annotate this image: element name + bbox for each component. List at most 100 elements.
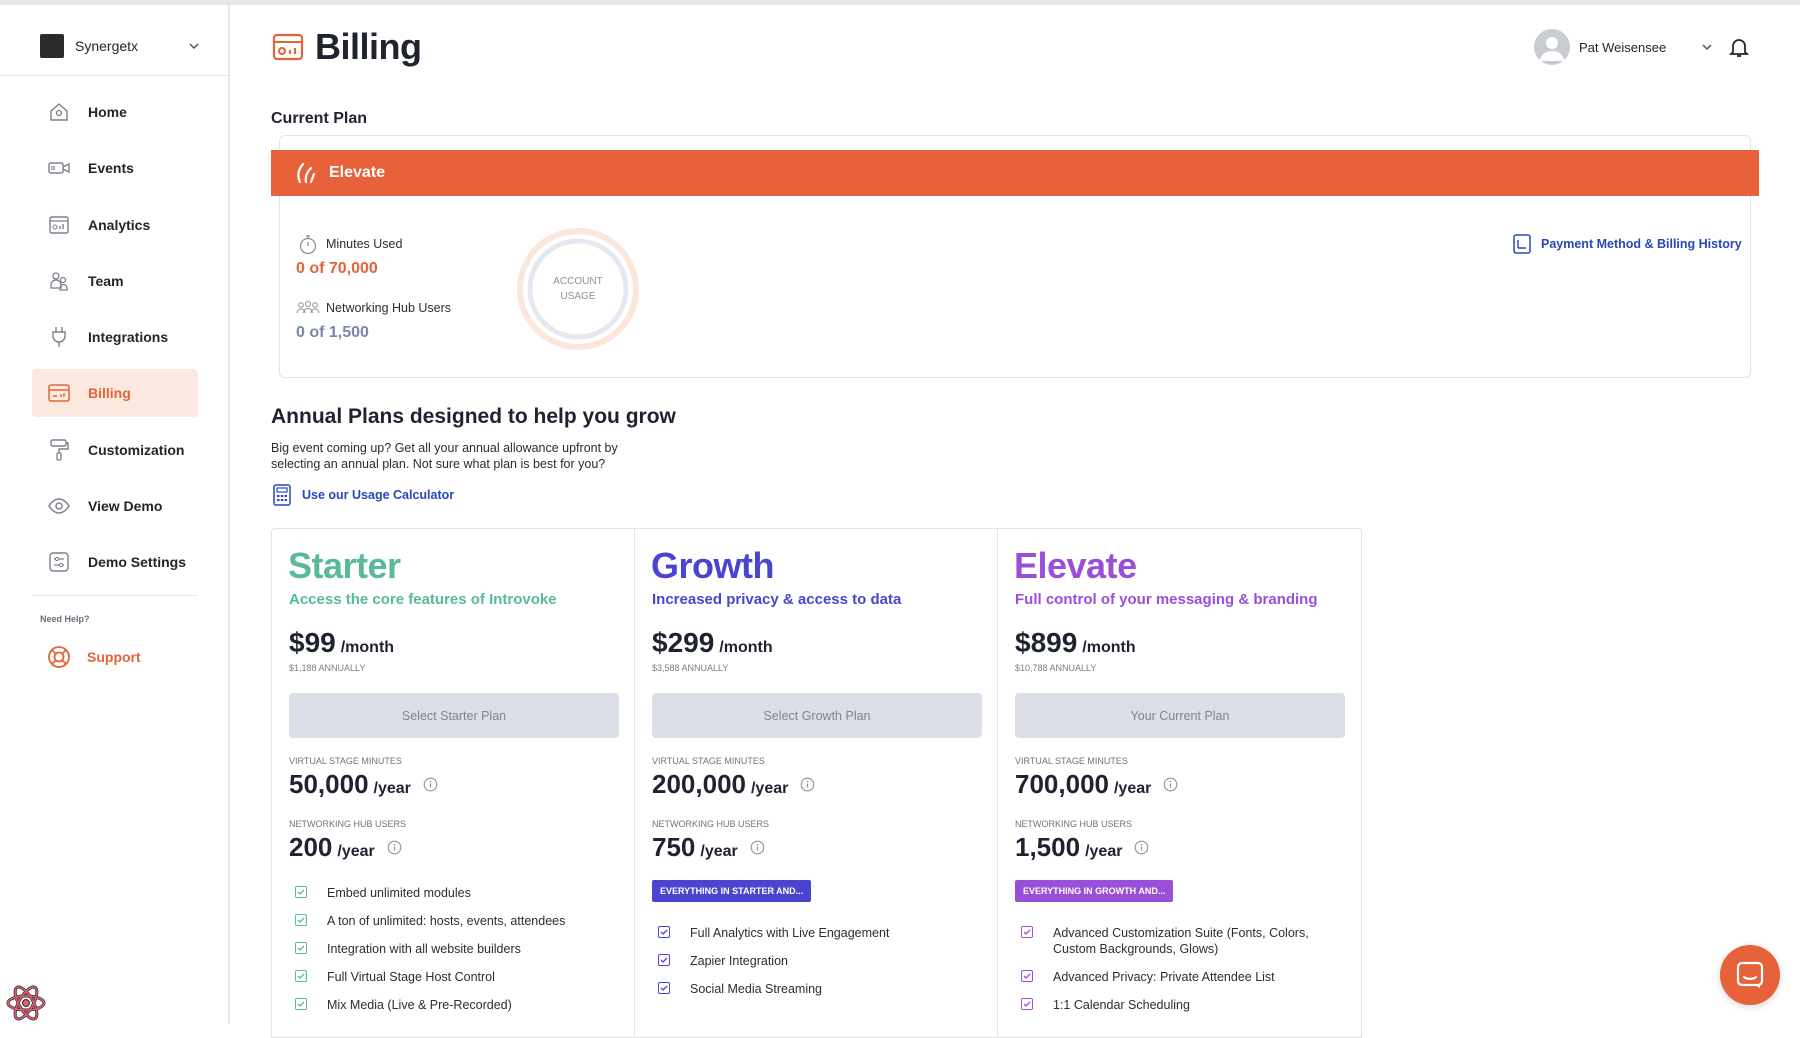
networking-hub-users-value: 1,500 /year (1015, 832, 1149, 863)
sidebar-item-view-demo[interactable]: View Demo (32, 482, 198, 530)
org-logo (40, 34, 64, 58)
info-icon[interactable] (750, 840, 765, 855)
eye-icon (47, 494, 71, 518)
sidebar-item-events[interactable]: Events (32, 144, 198, 192)
plan-description: Full control of your messaging & brandin… (1015, 591, 1318, 608)
minutes-number: 700,000 (1015, 769, 1109, 799)
info-icon[interactable] (800, 777, 815, 792)
support-label: Support (87, 649, 141, 665)
plug-icon (47, 325, 71, 349)
minutes-used-value: 0 of 70,000 (296, 260, 378, 277)
virtual-stage-minutes-label: VIRTUAL STAGE MINUTES (289, 756, 402, 766)
account-usage-label: ACCOUNT USAGE (513, 274, 643, 304)
current-plan-banner: Elevate (271, 150, 1759, 196)
sidebar-item-billing[interactable]: Billing (32, 369, 198, 418)
react-devtools-icon[interactable] (4, 981, 48, 1025)
sidebar-item-demo-settings[interactable]: Demo Settings (32, 538, 198, 586)
support-link[interactable]: Support (47, 645, 141, 669)
plan-price: $899 /month (1015, 627, 1136, 659)
feature-text: Advanced Privacy: Private Attendee List (1053, 970, 1275, 984)
calculator-icon (273, 484, 291, 506)
sidebar: Synergetx Home Events Analytics Team Int… (0, 5, 230, 1024)
feature-list: Full Analytics with Live Engagement Zapi… (658, 925, 889, 1009)
info-icon[interactable] (1163, 777, 1178, 792)
divider (32, 595, 198, 596)
list-item: Full Virtual Stage Host Control (295, 969, 565, 985)
list-item: Zapier Integration (658, 953, 889, 969)
checkbox-check-icon (658, 954, 670, 966)
checkbox-check-icon (295, 914, 307, 926)
users-unit: /year (700, 843, 738, 860)
minutes-unit: /year (750, 780, 789, 797)
sidebar-item-label: Analytics (88, 216, 151, 233)
bell-icon[interactable] (1727, 35, 1751, 59)
select-growth-plan-button[interactable]: Select Growth Plan (652, 693, 982, 738)
current-plan-label: Current Plan (271, 110, 368, 127)
networking-hub-value: 0 of 1,500 (296, 324, 369, 341)
sidebar-item-label: Demo Settings (88, 554, 187, 571)
checkbox-check-icon (658, 982, 670, 994)
list-item: Advanced Privacy: Private Attendee List (1021, 969, 1321, 985)
checkbox-check-icon (295, 970, 307, 982)
org-name: Synergetx (75, 38, 139, 54)
account-usage-ring (517, 228, 639, 350)
payment-method-text: Payment Method & Billing History (1541, 237, 1742, 251)
minutes-unit: /year (373, 780, 411, 797)
annual-price: $3,588 ANNUALLY (652, 663, 729, 673)
virtual-stage-minutes-label: VIRTUAL STAGE MINUTES (652, 756, 765, 766)
account-usage-line2: USAGE (560, 291, 596, 302)
networking-hub-users-label: NETWORKING HUB USERS (652, 819, 770, 829)
info-icon[interactable] (1134, 840, 1149, 855)
minutes-used-label: Minutes Used (296, 233, 402, 255)
feature-text: Social Media Streaming (690, 982, 823, 996)
billing-icon (272, 33, 304, 61)
annual-plans-heading: Annual Plans designed to help you grow (271, 405, 676, 428)
checkbox-check-icon (1021, 926, 1033, 938)
checkbox-check-icon (1021, 998, 1033, 1010)
networking-hub-users-value: 750 /year (652, 832, 765, 863)
org-switcher[interactable]: Synergetx (40, 29, 202, 63)
feature-text: Full Analytics with Live Engagement (690, 926, 890, 940)
chat-icon (1736, 961, 1764, 988)
current-plan-button[interactable]: Your Current Plan (1015, 693, 1345, 738)
billing-icon (47, 381, 71, 405)
plan-name: Elevate (1014, 545, 1137, 586)
user-icon (1540, 37, 1564, 61)
price-amount: $899 (1015, 627, 1078, 658)
info-icon[interactable] (387, 840, 402, 855)
annual-price: $10,788 ANNUALLY (1015, 663, 1097, 673)
plan-name: Growth (651, 545, 774, 586)
sidebar-item-label: View Demo (88, 498, 163, 515)
feature-text: A ton of unlimited: hosts, events, atten… (327, 914, 566, 928)
receipt-icon (1513, 234, 1531, 254)
plan-card-elevate: Elevate Full control of your messaging &… (998, 529, 1361, 1037)
chat-launcher-button[interactable] (1720, 945, 1780, 1005)
select-starter-plan-button[interactable]: Select Starter Plan (289, 693, 619, 738)
sidebar-item-team[interactable]: Team (32, 257, 198, 305)
sidebar-item-customization[interactable]: Customization (32, 426, 198, 474)
usage-calculator-text: Use our Usage Calculator (302, 488, 455, 502)
info-icon[interactable] (423, 777, 438, 792)
sidebar-item-home[interactable]: Home (32, 88, 198, 136)
list-item: Full Analytics with Live Engagement (658, 925, 889, 941)
usage-calculator-link[interactable]: Use our Usage Calculator (272, 484, 454, 506)
checkbox-check-icon (295, 886, 307, 898)
sidebar-item-label: Team (88, 272, 124, 289)
top-border (0, 0, 1800, 5)
list-item: Embed unlimited modules (295, 885, 565, 901)
plan-card-growth: Growth Increased privacy & access to dat… (635, 529, 998, 1037)
price-amount: $299 (652, 627, 715, 658)
checkbox-check-icon (295, 942, 307, 954)
list-item: Integration with all website builders (295, 941, 565, 957)
user-menu[interactable]: Pat Weisensee (1534, 29, 1715, 65)
sidebar-item-analytics[interactable]: Analytics (32, 201, 198, 249)
sidebar-item-integrations[interactable]: Integrations (32, 313, 198, 361)
list-item: 1:1 Calendar Scheduling (1021, 997, 1321, 1013)
users-unit: /year (337, 843, 375, 860)
payment-method-link[interactable]: Payment Method & Billing History (1512, 233, 1742, 255)
feature-text: Integration with all website builders (327, 942, 521, 956)
list-item: Social Media Streaming (658, 981, 889, 997)
networking-hub-users-label: NETWORKING HUB USERS (1015, 819, 1133, 829)
home-icon (47, 100, 71, 124)
elevate-logo-icon (297, 162, 316, 184)
